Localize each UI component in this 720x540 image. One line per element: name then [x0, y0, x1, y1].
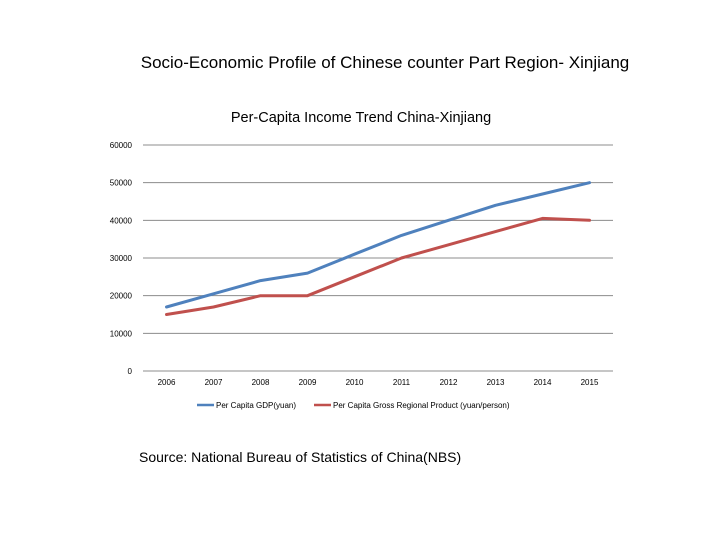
x-tick-label: 2007 — [205, 378, 223, 387]
x-tick-label: 2008 — [252, 378, 270, 387]
gridlines — [143, 144, 613, 372]
legend: Per Capita GDP(yuan) Per Capita Gross Reg… — [197, 401, 510, 410]
x-tick-label: 2013 — [487, 378, 505, 387]
x-tick-label: 2015 — [581, 378, 599, 387]
x-tick-label: 2009 — [299, 378, 317, 387]
chart-title: Per-Capita Income Trend China-Xinjiang — [230, 110, 492, 126]
slide-title: Socio-Economic Profile of Chinese counte… — [140, 53, 630, 72]
series-line-1 — [165, 181, 591, 309]
x-tick-label: 2006 — [158, 378, 176, 387]
series-lines — [165, 181, 591, 316]
x-axis-ticks: 2006 2007 2008 2009 2010 2011 2012 2013 2014 2015 — [158, 378, 599, 387]
legend-label-2: Per Capita Gross Regional Product (yuan/… — [333, 401, 510, 410]
y-tick-label: 10000 — [110, 329, 133, 338]
y-tick-label: 30000 — [110, 254, 133, 263]
x-tick-label: 2010 — [346, 378, 364, 387]
y-tick-label: 0 — [128, 367, 133, 376]
y-tick-label: 50000 — [110, 179, 133, 188]
y-tick-label: 20000 — [110, 292, 133, 301]
series-line-2 — [165, 216, 591, 316]
source-note: Source: National Bureau of Statistics of… — [139, 449, 462, 465]
x-tick-label: 2011 — [393, 378, 411, 387]
y-tick-label: 40000 — [110, 216, 133, 225]
y-axis-ticks: 0 10000 20000 30000 40000 50000 60000 — [110, 141, 133, 376]
x-tick-label: 2014 — [534, 378, 552, 387]
y-tick-label: 60000 — [110, 141, 133, 150]
x-tick-label: 2012 — [440, 378, 458, 387]
legend-label-1: Per Capita GDP(yuan) — [216, 401, 296, 410]
